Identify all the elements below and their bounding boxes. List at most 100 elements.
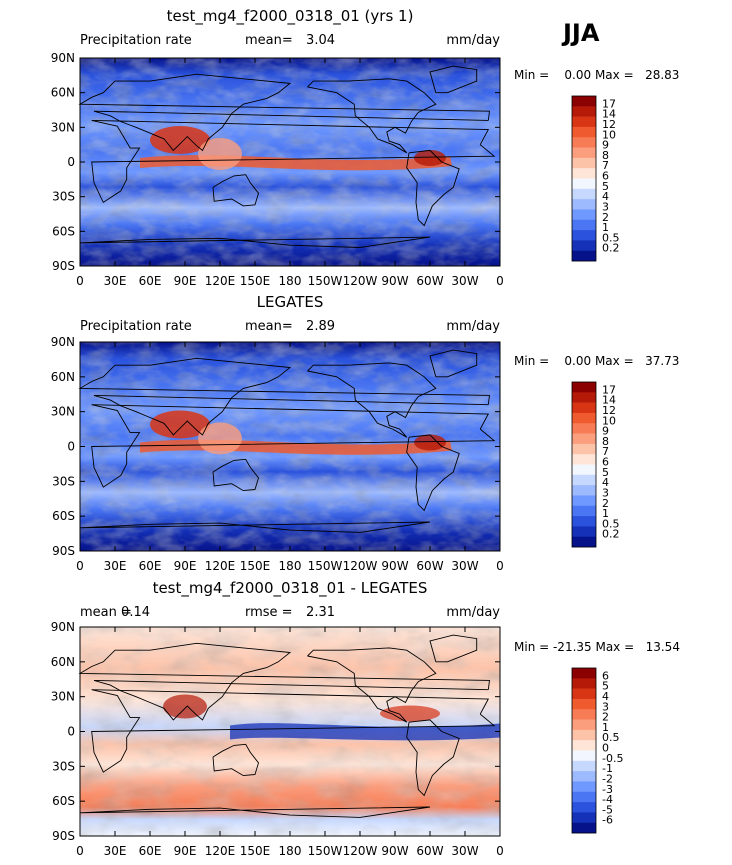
colorbar-swatch	[572, 822, 596, 834]
y-tick-label: 60N	[51, 86, 75, 100]
rmse-label: rmse =	[245, 605, 293, 620]
mean-value: 0.14	[121, 605, 150, 620]
x-tick-label: 30W	[451, 274, 478, 288]
x-tick-label: 120E	[205, 559, 236, 573]
x-tick-label: 120W	[343, 559, 378, 573]
x-tick-label: 120E	[205, 844, 236, 858]
y-tick-label: 30N	[51, 690, 75, 704]
y-tick-label: 30N	[51, 405, 75, 419]
colorbar-swatch	[572, 157, 596, 169]
colorbar-label: 17	[602, 383, 616, 396]
colorbar-swatch	[572, 178, 596, 190]
colorbar-label: 5	[602, 466, 609, 479]
colorbar-label: 0.2	[602, 242, 620, 255]
mean-label: mean=	[245, 319, 293, 334]
coastline	[406, 719, 460, 797]
coastline	[307, 78, 437, 154]
x-tick-label: 150W	[308, 559, 343, 573]
colorbar-label: 9	[602, 139, 609, 152]
coastline	[212, 458, 259, 492]
x-tick-label: 90E	[174, 844, 197, 858]
monsoon-region	[150, 126, 210, 154]
colorbar-swatch	[572, 402, 596, 414]
x-tick-label: 90W	[381, 274, 408, 288]
mean-label: mean=	[245, 33, 293, 48]
colorbar-swatch	[572, 802, 596, 813]
colorbar-swatch	[572, 678, 596, 689]
colorbar-swatch	[572, 740, 596, 751]
min-max-label: Min = 0.00 Max = 37.73	[514, 354, 679, 368]
y-tick-label: 90N	[51, 51, 75, 65]
x-tick-label: 90E	[174, 274, 197, 288]
x-tick-label: 60W	[416, 274, 443, 288]
colorbar-swatch	[572, 781, 596, 793]
colorbar-label: 0.2	[602, 528, 620, 541]
maritime-continent	[198, 422, 242, 455]
x-tick-label: 0	[496, 274, 504, 288]
y-tick-label: 30N	[51, 120, 75, 134]
colorbar-swatch	[572, 474, 596, 486]
colorbar-label: 3	[602, 486, 609, 499]
colorbar-swatch	[572, 454, 596, 465]
colorbar-swatch	[572, 536, 596, 548]
coastline	[429, 634, 478, 663]
coastline	[429, 65, 478, 94]
y-tick-label: 0	[67, 155, 75, 169]
y-tick-label: 90S	[52, 544, 75, 558]
units-label: mm/day	[446, 319, 500, 334]
coastline	[307, 362, 437, 438]
colorbar-label: 5	[602, 180, 609, 193]
colorbar-swatch	[572, 760, 596, 772]
x-tick-label: 120E	[205, 274, 236, 288]
colorbar-label: -1	[602, 762, 613, 775]
coastline	[307, 647, 437, 723]
colorbar-swatch	[572, 698, 596, 710]
colorbar-swatch	[572, 516, 596, 527]
colorbar-swatch	[572, 433, 596, 445]
units-label: mm/day	[446, 605, 500, 620]
y-tick-label: 90S	[52, 259, 75, 273]
field-label: Precipitation rate	[80, 33, 192, 48]
y-tick-label: 30S	[52, 474, 75, 488]
x-tick-label: 150W	[308, 844, 343, 858]
colorbar-swatch	[572, 137, 596, 148]
colorbar-swatch	[572, 495, 596, 507]
coastline	[212, 743, 259, 777]
colorbar-swatch	[572, 106, 596, 117]
colorbar-label: 1	[602, 721, 609, 734]
colorbar-label: 10	[602, 414, 616, 427]
x-tick-label: 60W	[416, 559, 443, 573]
x-tick-label: 120W	[343, 274, 378, 288]
warm-pool	[414, 434, 446, 451]
mean-value: 3.04	[306, 33, 335, 48]
colorbar-swatch	[572, 147, 596, 159]
colorbar-label: 12	[602, 404, 616, 417]
map-panel-1: test_mg4_f2000_0318_01 (yrs 1) Precipitat…	[51, 7, 680, 288]
y-tick-label: 30S	[52, 759, 75, 773]
y-tick-label: 90N	[51, 335, 75, 349]
y-tick-label: 60N	[51, 370, 75, 384]
colorbar-label: 14	[602, 394, 616, 407]
colorbar-swatch	[572, 464, 596, 476]
colorbar-label: 0.5	[602, 517, 620, 530]
colorbar-label: 4	[602, 690, 609, 703]
colorbar-label: -6	[602, 814, 613, 827]
coastline	[78, 73, 491, 152]
colorbar-swatch	[572, 719, 596, 731]
panel-title: test_mg4_f2000_0318_01 - LEGATES	[153, 579, 428, 598]
colorbar-label: 10	[602, 128, 616, 141]
colorbar-swatch	[572, 240, 596, 251]
colorbar-swatch	[572, 709, 596, 720]
colorbar-swatch	[572, 209, 596, 221]
x-tick-label: 0	[76, 274, 84, 288]
colorbar-swatch	[572, 791, 596, 803]
y-tick-label: 60N	[51, 655, 75, 669]
colorbar-label: 1	[602, 507, 609, 520]
colorbar-label: 14	[602, 108, 616, 121]
colorbar-label: 8	[602, 149, 609, 162]
colorbar-label: -5	[602, 803, 613, 816]
season-label: JJA	[561, 19, 600, 47]
colorbar-swatch	[572, 443, 596, 455]
